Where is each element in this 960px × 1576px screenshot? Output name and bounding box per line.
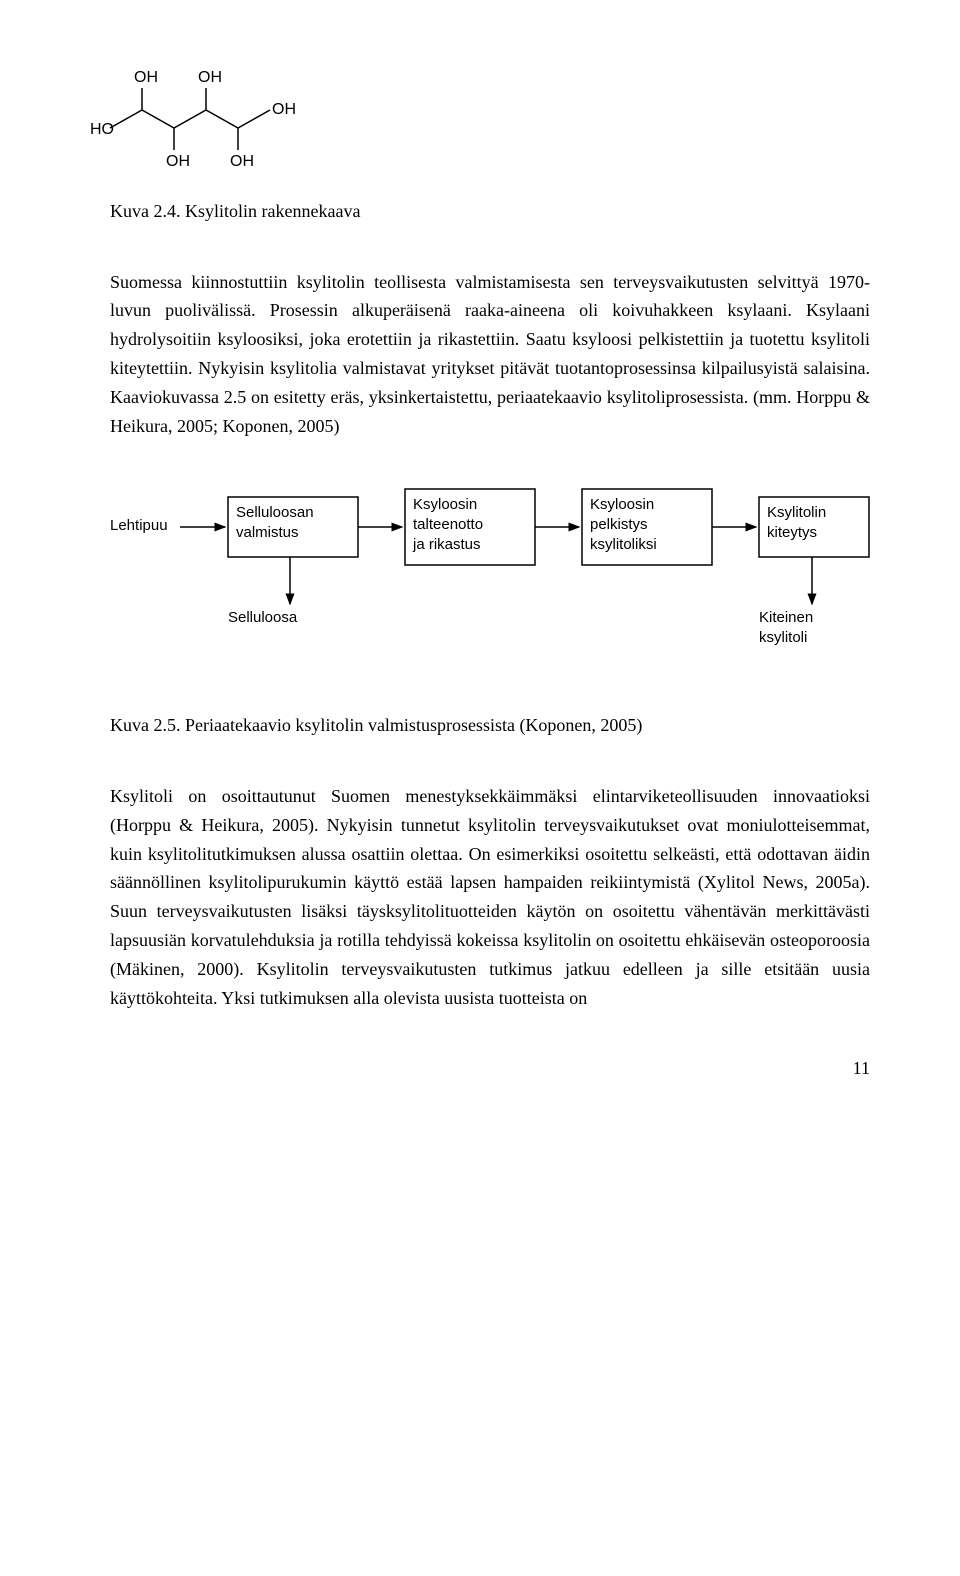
body-paragraph-2: Ksylitoli on osoittautunut Suomen menest…: [110, 782, 870, 1012]
oh-label: OH: [134, 69, 158, 86]
svg-text:Ksyloosin: Ksyloosin: [413, 496, 477, 513]
figure-caption-2-5: Kuva 2.5. Periaatekaavio ksylitolin valm…: [110, 711, 870, 740]
svg-text:Selluloosan: Selluloosan: [236, 504, 314, 521]
svg-text:valmistus: valmistus: [236, 524, 299, 541]
oh-label: OH: [230, 153, 254, 170]
process-flowchart: Lehtipuu Selluloosan valmistus Ksyloosin tal…: [110, 482, 870, 671]
svg-text:pelkistys: pelkistys: [590, 516, 648, 533]
xylitol-structure: OH OH HO OH OH OH: [90, 60, 870, 179]
oh-label: OH: [198, 69, 222, 86]
svg-text:Lehtipuu: Lehtipuu: [110, 517, 168, 534]
ho-label: HO: [90, 121, 114, 138]
svg-text:ksylitoliksi: ksylitoliksi: [590, 536, 657, 553]
page-number: 11: [110, 1054, 870, 1083]
svg-text:Selluloosa: Selluloosa: [228, 609, 298, 626]
svg-text:ksylitoli: ksylitoli: [759, 629, 807, 646]
oh-label: OH: [272, 101, 296, 118]
svg-text:Ksylitolin: Ksylitolin: [767, 504, 826, 521]
svg-text:kiteytys: kiteytys: [767, 524, 817, 541]
svg-text:Kiteinen: Kiteinen: [759, 609, 813, 626]
svg-text:Ksyloosin: Ksyloosin: [590, 496, 654, 513]
body-paragraph-1: Suomessa kiinnostuttiin ksylitolin teoll…: [110, 268, 870, 441]
svg-text:talteenotto: talteenotto: [413, 516, 483, 533]
figure-caption-2-4: Kuva 2.4. Ksylitolin rakennekaava: [110, 197, 870, 226]
svg-text:ja rikastus: ja rikastus: [412, 536, 481, 553]
oh-label: OH: [166, 153, 190, 170]
